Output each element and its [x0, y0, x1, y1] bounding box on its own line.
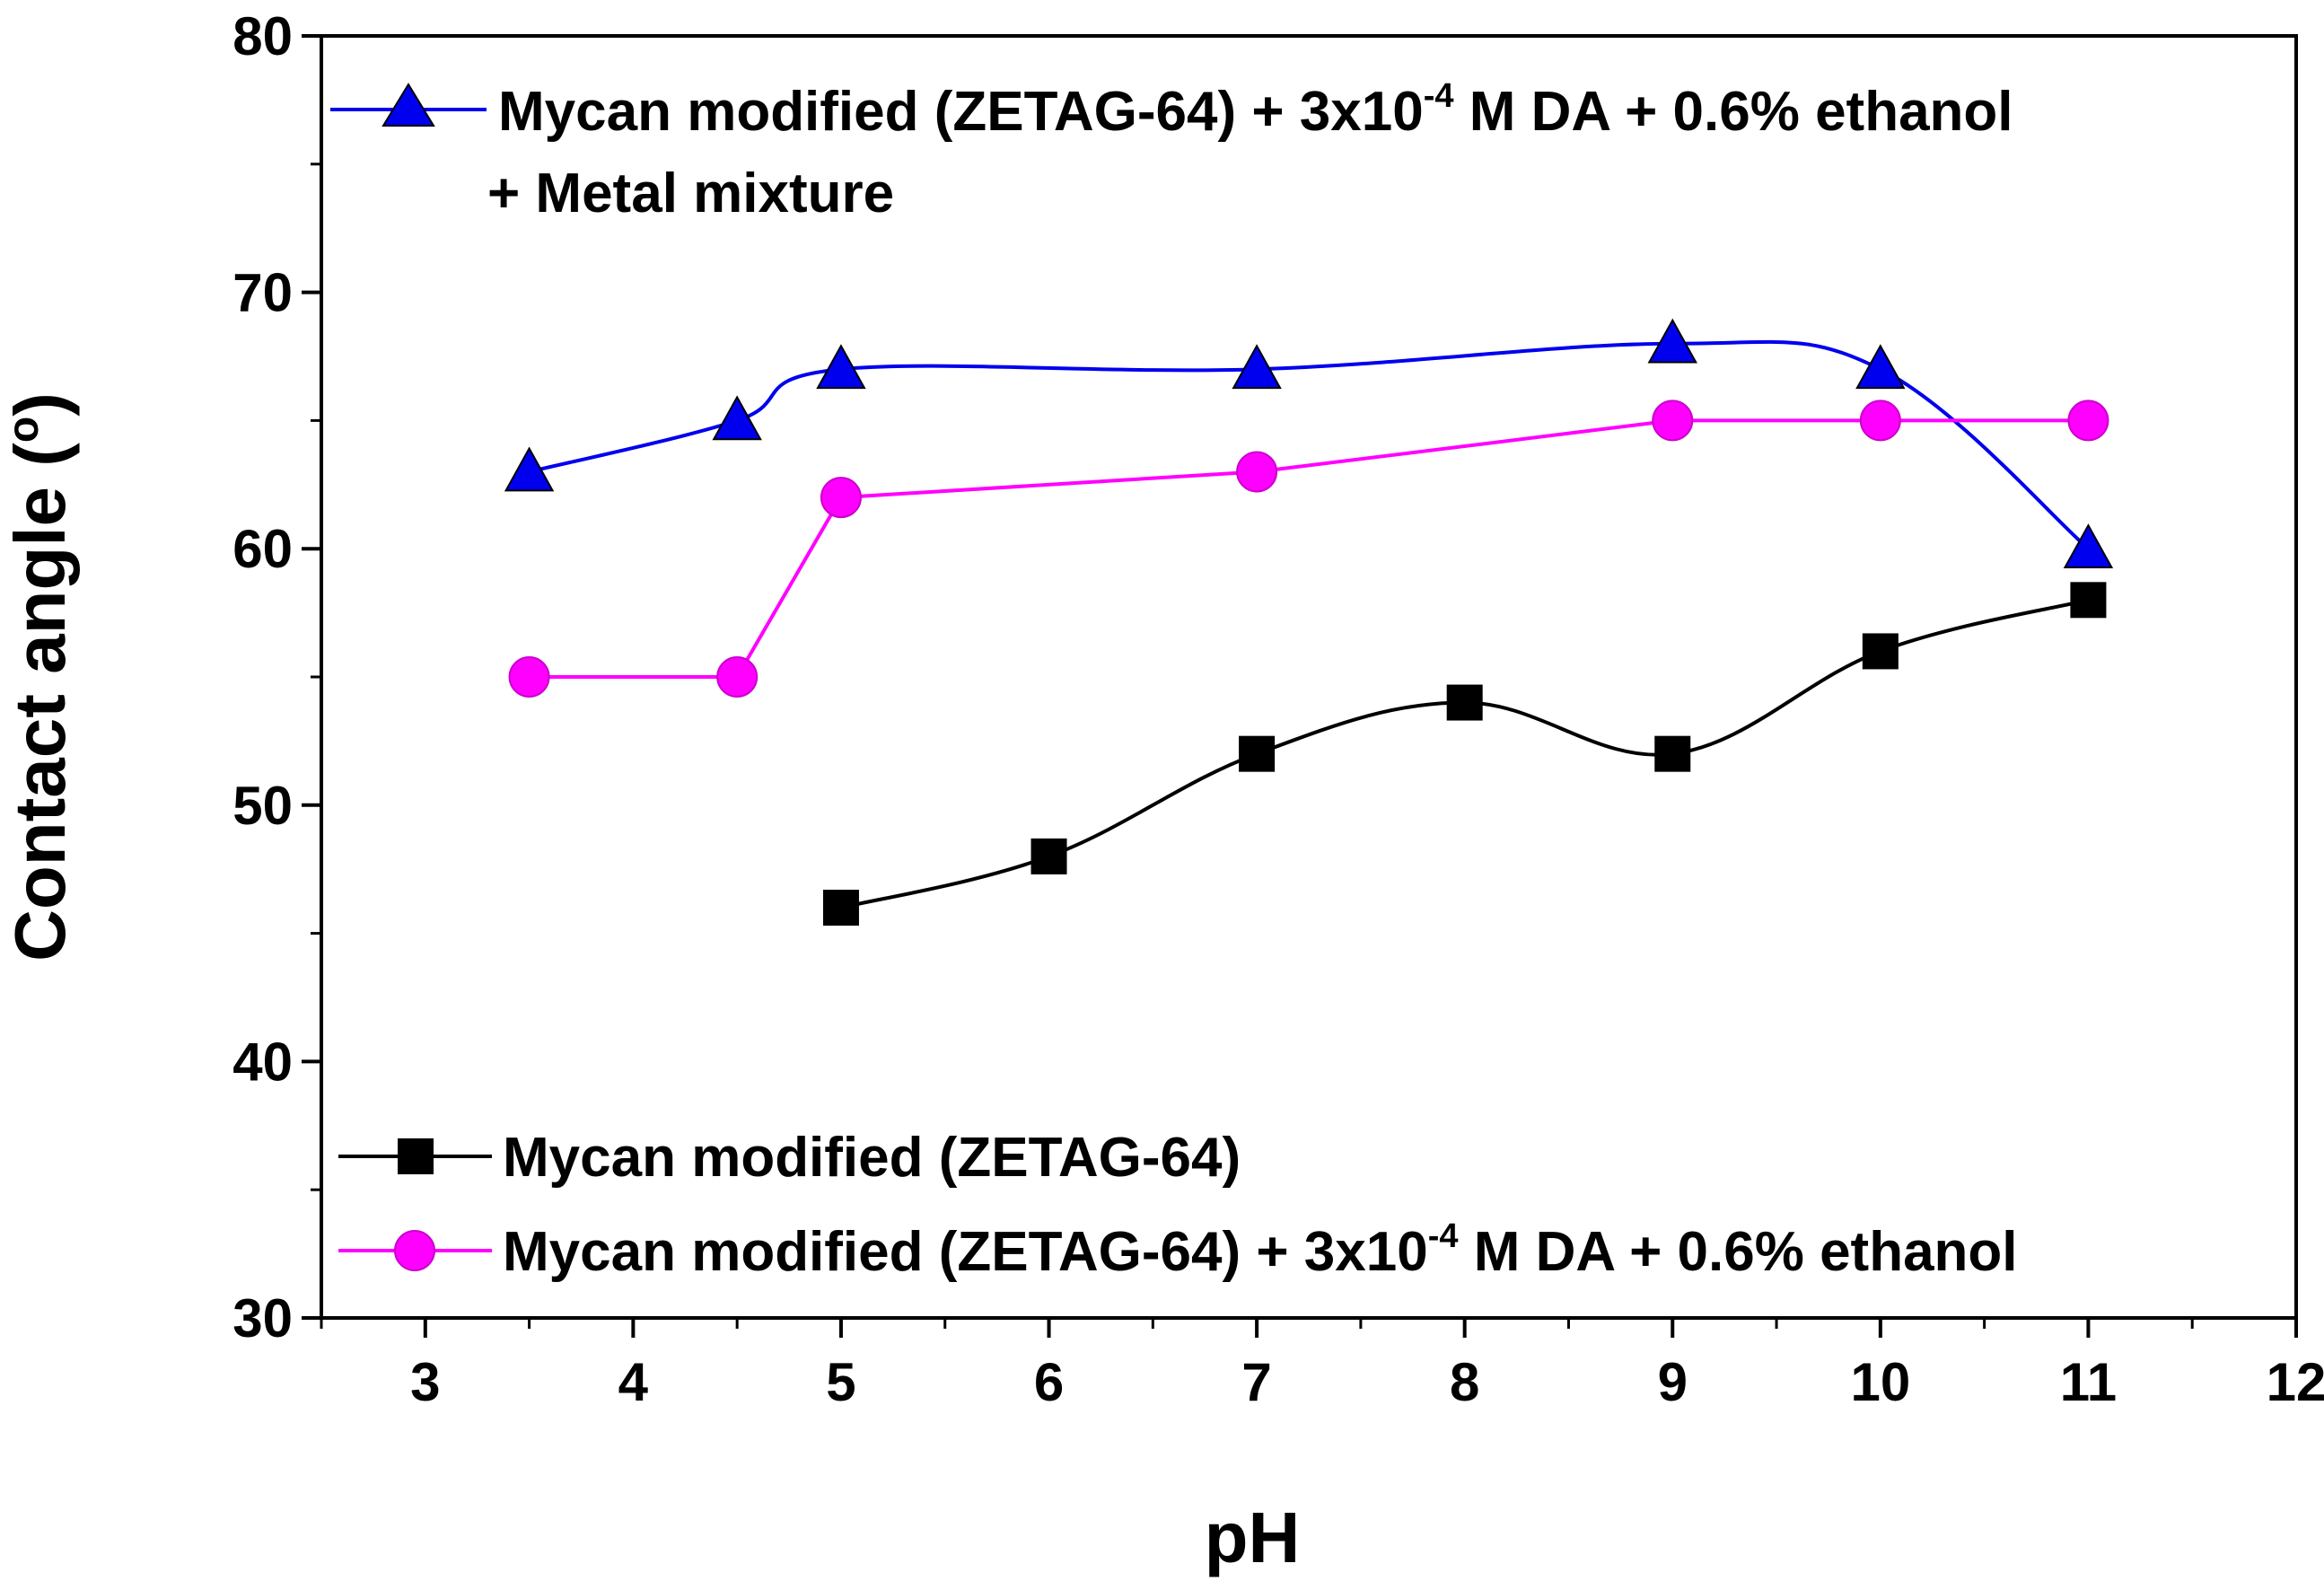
- x-tick-label: 8: [1450, 1352, 1479, 1412]
- legend-label-magenta: Mycan modified (ZETAG-64) + 3x10-4 M DA …: [503, 1217, 2018, 1283]
- x-tick-label: 9: [1658, 1352, 1688, 1412]
- y-tick-label: 70: [232, 263, 293, 323]
- series-markers: [504, 318, 2114, 927]
- y-tick-label: 40: [232, 1032, 293, 1092]
- data-point-square: [1030, 838, 1067, 874]
- x-tick-label: 4: [618, 1352, 649, 1412]
- data-point-circle: [2067, 400, 2109, 442]
- x-tick-label: 12: [2267, 1352, 2324, 1412]
- data-point-triangle: [2063, 523, 2114, 568]
- legend-item-magenta: Mycan modified (ZETAG-64) + 3x10-4 M DA …: [338, 1217, 2018, 1283]
- x-tick-label: 5: [826, 1352, 855, 1412]
- legend-label-blue-line2: + Metal mixture: [487, 162, 894, 224]
- legend-triangle-icon: [381, 83, 435, 127]
- data-point-circle: [820, 477, 862, 519]
- x-tick-label: 3: [410, 1352, 440, 1412]
- data-point-circle: [1652, 400, 1694, 442]
- axis-ticks: 3 4 5 6 7 8 9 10 11 12 30 40 50 60 70 80: [232, 6, 2324, 1412]
- legend-square-icon: [398, 1138, 434, 1174]
- legend-item-blue: Mycan modified (ZETAG-64) + 3x10-4 M DA …: [330, 77, 2013, 224]
- series-line-triangle: [529, 339, 2090, 550]
- legend-label-black: Mycan modified (ZETAG-64): [503, 1127, 1241, 1189]
- x-tick-label: 10: [1850, 1352, 1910, 1412]
- data-point-square: [1239, 735, 1276, 772]
- data-point-circle: [716, 656, 759, 698]
- y-axis-title: Contact angle (o): [0, 392, 80, 962]
- data-point-triangle: [504, 446, 555, 492]
- series-line-circle: [529, 418, 2089, 679]
- y-tick-label: 80: [232, 6, 293, 66]
- data-point-circle: [508, 656, 550, 698]
- legend-circle-icon: [394, 1230, 435, 1271]
- y-tick-label: 30: [232, 1288, 293, 1348]
- legend-label-blue: Mycan modified (ZETAG-64) + 3x10-4 M DA …: [498, 77, 2013, 143]
- data-point-triangle: [1647, 318, 1697, 364]
- series-lines: [529, 339, 2090, 909]
- series-line-square: [840, 598, 2089, 909]
- data-point-circle: [1236, 451, 1278, 493]
- data-point-triangle: [1232, 344, 1282, 390]
- legend-item-black: Mycan modified (ZETAG-64): [338, 1127, 1241, 1189]
- data-point-square: [1446, 684, 1483, 721]
- data-point-square: [2070, 582, 2107, 619]
- y-tick-label: 60: [232, 519, 293, 579]
- y-tick-label: 50: [232, 776, 293, 836]
- data-point-square: [1654, 735, 1691, 772]
- data-point-square: [1862, 633, 1899, 670]
- data-point-circle: [1859, 400, 1901, 442]
- x-axis-title: pH: [1205, 1498, 1301, 1577]
- x-tick-label: 11: [2060, 1352, 2117, 1412]
- data-point-triangle: [816, 344, 866, 390]
- data-point-square: [822, 890, 859, 927]
- data-point-triangle: [712, 395, 762, 441]
- data-point-triangle: [1855, 344, 1906, 390]
- x-tick-label: 6: [1034, 1352, 1064, 1412]
- x-tick-label: 7: [1241, 1352, 1271, 1412]
